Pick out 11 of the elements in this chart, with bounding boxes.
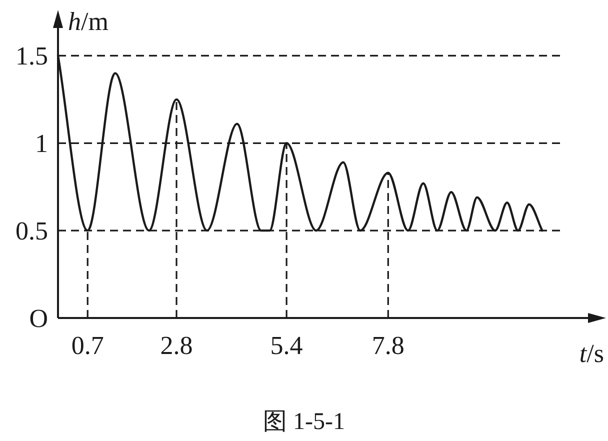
x-tick-label: 5.4: [270, 331, 303, 360]
x-axis-title: t/s: [579, 339, 604, 368]
y-tick-label: 1: [35, 129, 48, 158]
y-tick-label: O: [29, 304, 48, 333]
y-tick-label: 0.5: [16, 216, 48, 246]
y-axis-title: h/m: [68, 7, 108, 36]
x-tick-label: 7.8: [372, 331, 404, 360]
x-tick-label: 0.7: [71, 331, 104, 360]
x-tick-label: 2.8: [160, 331, 193, 360]
caption: 图 1-5-1: [263, 409, 345, 435]
y-tick-label: 1.5: [16, 42, 48, 71]
